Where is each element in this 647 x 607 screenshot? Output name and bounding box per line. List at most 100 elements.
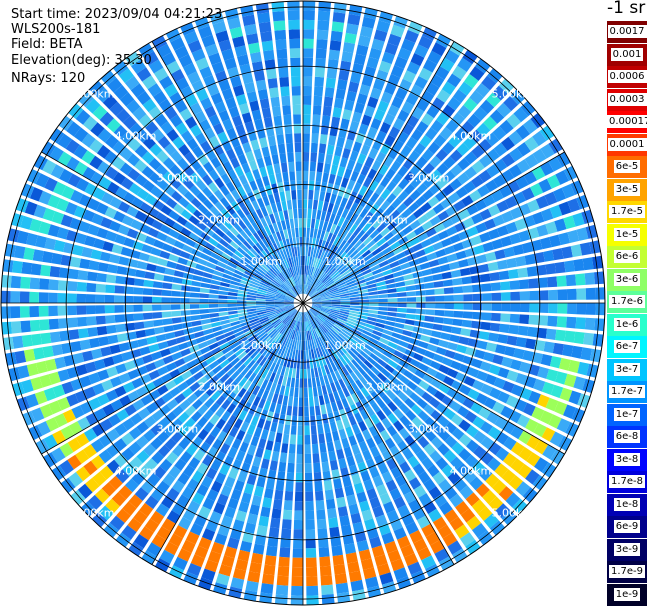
ray-gate-cell xyxy=(12,382,25,397)
ray-gate-cell xyxy=(317,314,325,322)
ray-gate-cell xyxy=(338,314,348,320)
ray-gate-cell xyxy=(351,473,362,485)
ray-gate-cell xyxy=(192,226,203,237)
ray-gate-cell xyxy=(489,272,500,282)
ray-gate-cell xyxy=(227,296,238,300)
ray-gate-cell xyxy=(404,349,416,358)
ray-gate-cell xyxy=(379,572,394,585)
ray-gate-cell xyxy=(289,289,297,297)
ray-gate-cell xyxy=(334,380,342,391)
ray-gate-cell xyxy=(249,318,259,324)
ray-gate-cell xyxy=(438,383,451,394)
ray-gate-cell xyxy=(317,152,325,163)
ray-gate-cell xyxy=(526,435,540,450)
ray-gate-cell xyxy=(303,180,308,190)
ray-gate-cell xyxy=(441,325,453,333)
ray-gate-cell xyxy=(306,265,309,275)
ray-gate-cell xyxy=(355,279,366,285)
ray-gate-cell xyxy=(91,213,104,226)
ray-gate-cell xyxy=(375,196,385,207)
ray-gate-cell xyxy=(372,218,383,229)
ray-gate-cell xyxy=(324,192,331,203)
ray-gate-cell xyxy=(132,399,145,411)
ray-gate-cell xyxy=(210,252,221,261)
ray-gate-cell xyxy=(328,329,337,338)
ray-gate-cell xyxy=(279,313,288,320)
ray-gate-cell xyxy=(92,105,108,120)
ray-gate-cell xyxy=(521,241,534,254)
ray-gate-cell xyxy=(391,173,403,185)
ray-gate-cell xyxy=(375,151,387,164)
ray-gate-cell xyxy=(301,265,303,275)
ray-gate-cell xyxy=(421,391,433,403)
ray-gate-cell xyxy=(481,283,492,292)
ray-gate-cell xyxy=(337,227,345,238)
ray-gate-cell xyxy=(554,401,568,416)
ray-gate-cell xyxy=(330,223,337,234)
ray-gate-cell xyxy=(344,485,355,497)
ray-gate-cell xyxy=(283,357,289,367)
ray-gate-cell xyxy=(319,134,328,145)
ray-gate-cell xyxy=(240,339,250,348)
colorbar-level: 3e-7 xyxy=(607,358,647,381)
ray-gate-cell xyxy=(246,91,258,103)
ray-gate-cell xyxy=(403,273,414,281)
ray-gate-cell xyxy=(364,211,374,222)
ray-gate-cell xyxy=(497,391,510,404)
ray-gate-cell xyxy=(342,148,351,159)
ray-gate-cell xyxy=(435,248,447,258)
ray-gate-cell xyxy=(342,387,351,398)
ray-gate-cell xyxy=(277,251,284,261)
ray-gate-cell xyxy=(101,192,114,205)
ray-gate-cell xyxy=(272,342,280,352)
ray-gate-cell xyxy=(306,566,318,577)
colorbar-level: 3e-6 xyxy=(607,268,647,291)
ray-gate-cell xyxy=(304,284,306,294)
ray-gate-cell xyxy=(321,584,334,595)
ray-gate-cell xyxy=(286,338,292,348)
ray-gate-cell xyxy=(323,163,331,174)
ray-gate-cell xyxy=(368,260,379,268)
ray-gate-cell xyxy=(563,404,577,419)
ray-gate-cell xyxy=(77,416,91,431)
ray-gate-cell xyxy=(187,563,202,577)
ray-gate-cell xyxy=(188,457,201,470)
ray-gate-cell xyxy=(415,347,427,356)
ray-gate-cell xyxy=(308,310,315,319)
ray-gate-cell xyxy=(148,255,159,264)
ray-gate-cell xyxy=(89,155,103,170)
ray-gate-cell xyxy=(156,384,169,396)
ray-gate-cell xyxy=(441,141,455,155)
ray-gate-cell xyxy=(402,70,417,84)
ray-gate-cell xyxy=(303,67,313,77)
ray-gate-cell xyxy=(53,239,66,252)
ray-gate-cell xyxy=(293,123,301,134)
range-ring-label: 3.00km xyxy=(157,423,199,436)
ray-gate-cell xyxy=(549,204,563,219)
ray-gate-cell xyxy=(212,325,223,333)
ray-gate-cell xyxy=(195,132,207,145)
ray-gate-cell xyxy=(414,320,425,328)
ray-gate-cell xyxy=(144,271,155,280)
ray-gate-cell xyxy=(234,373,244,384)
ray-gate-cell xyxy=(426,105,440,119)
ray-gate-cell xyxy=(425,296,436,302)
ray-gate-cell xyxy=(306,285,311,295)
ray-gate-cell xyxy=(289,38,301,49)
ray-gate-cell xyxy=(228,314,239,319)
ray-gate-cell xyxy=(513,107,529,123)
ray-gate-cell xyxy=(267,270,276,278)
ray-gate-cell xyxy=(335,582,349,594)
ray-gate-cell xyxy=(249,100,260,112)
ray-gate-cell xyxy=(457,172,470,185)
ray-gate-cell xyxy=(237,262,248,270)
ray-gate-cell xyxy=(136,365,148,376)
ray-gate-cell xyxy=(287,308,296,315)
ray-gate-cell xyxy=(256,296,266,300)
ray-gate-cell xyxy=(387,33,402,47)
ray-gate-cell xyxy=(268,286,278,292)
ray-gate-cell xyxy=(453,200,466,212)
ray-gate-cell xyxy=(272,499,283,510)
ray-gate-cell xyxy=(331,297,341,300)
ray-gate-cell xyxy=(259,592,273,604)
